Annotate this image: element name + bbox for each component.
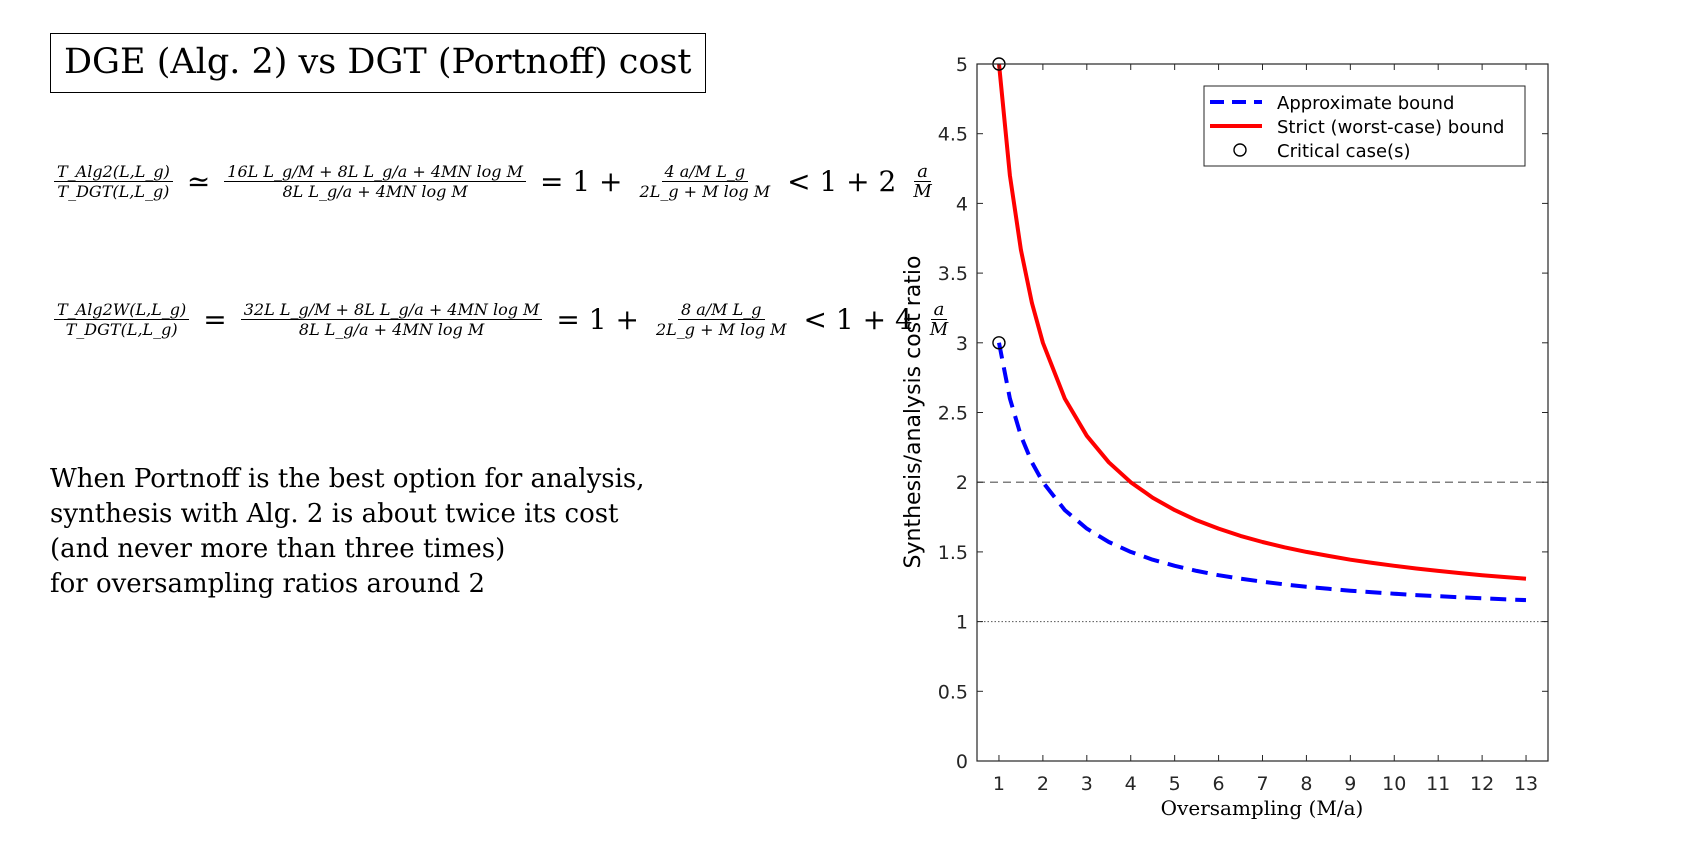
x-tick-label: 8	[1300, 773, 1312, 795]
x-tick-label: 4	[1125, 773, 1137, 795]
equation-alg2w: T_Alg2W(L,L_g) T_DGT(L,L_g) = 32L L_g/M …	[50, 300, 955, 339]
reference-lines	[977, 481, 1548, 623]
eq2-relation-equals: = 1 +	[556, 303, 639, 336]
eq2-middle-numerator: 32L L_g/M + 8L L_g/a + 4MN log M	[240, 300, 543, 320]
description-line: for oversampling ratios around 2	[50, 569, 486, 599]
x-tick-label: 13	[1514, 773, 1538, 795]
x-tick-label: 5	[1169, 773, 1181, 795]
x-tick-label: 11	[1426, 773, 1450, 795]
eq2-bound-fraction: a M	[927, 300, 951, 339]
description-line: When Portnoff is the best option for ana…	[50, 464, 645, 494]
series-line-strict	[997, 63, 1527, 581]
eq1-rhs-numerator: 4 a/M L_g	[661, 162, 749, 182]
eq2-lhs-numerator: T_Alg2W(L,L_g)	[54, 300, 190, 320]
y-tick-label: 4.5	[938, 124, 968, 146]
eq2-relation-less: < 1 + 4	[803, 303, 913, 336]
x-axis-label: Oversampling (M/a)	[1161, 796, 1364, 820]
y-tick-label: 3.5	[938, 263, 968, 285]
x-tick-label: 1	[993, 773, 1005, 795]
eq2-bound-denominator: M	[929, 319, 949, 340]
eq1-relation-less: < 1 + 2	[787, 165, 897, 198]
legend: Approximate bound Strict (worst-case) bo…	[1203, 85, 1526, 167]
axis-ticks	[977, 63, 1548, 762]
x-tick-label: 12	[1470, 773, 1494, 795]
x-tick-label: 6	[1213, 773, 1225, 795]
y-tick-label: 2	[956, 472, 968, 494]
x-tick-label: 10	[1382, 773, 1406, 795]
eq2-relation-equals-first: =	[203, 303, 227, 336]
eq2-middle-denominator: 8L L_g/a + 4MN log M	[298, 320, 485, 339]
y-tick-label: 4	[956, 193, 968, 215]
eq1-lhs-numerator: T_Alg2(L,L_g)	[54, 162, 173, 182]
plot-frame	[976, 63, 1549, 762]
y-tick-label: 1.5	[938, 542, 968, 564]
eq1-bound-fraction: a M	[910, 162, 934, 201]
eq2-rhs-fraction: 8 a/M L_g 2L_g + M log M	[653, 300, 790, 339]
y-tick-label: 5	[956, 54, 968, 76]
eq1-bound-denominator: M	[913, 181, 932, 202]
eq2-middle-fraction: 32L L_g/M + 8L L_g/a + 4MN log M 8L L_g/…	[240, 300, 543, 339]
legend-label-critical: Critical case(s)	[1277, 141, 1410, 162]
x-tick-label: 3	[1081, 773, 1093, 795]
eq1-lhs-denominator: T_DGT(L,L_g)	[57, 182, 170, 201]
eq2-bound-numerator: a	[930, 300, 948, 320]
legend-label-approximate: Approximate bound	[1277, 93, 1454, 114]
description-text: When Portnoff is the best option for ana…	[50, 462, 645, 602]
eq1-bound-numerator: a	[914, 162, 931, 182]
legend-label-strict: Strict (worst-case) bound	[1277, 117, 1504, 138]
eq1-rhs-denominator: 2L_g + M log M	[639, 182, 771, 201]
eq2-lhs-fraction: T_Alg2W(L,L_g) T_DGT(L,L_g)	[54, 300, 190, 339]
legend-marker-critical	[1233, 143, 1247, 157]
y-tick-label: 2.5	[938, 403, 968, 425]
series-lines	[997, 63, 1527, 603]
eq1-relation-approx: ≃	[186, 165, 211, 198]
equation-alg2: T_Alg2(L,L_g) T_DGT(L,L_g) ≃ 16L L_g/M +…	[50, 162, 939, 201]
eq2-rhs-numerator: 8 a/M L_g	[677, 300, 765, 320]
x-tick-label: 7	[1256, 773, 1268, 795]
eq2-lhs-denominator: T_DGT(L,L_g)	[65, 320, 178, 339]
y-tick-label: 0.5	[938, 681, 968, 703]
eq1-lhs-fraction: T_Alg2(L,L_g) T_DGT(L,L_g)	[54, 162, 173, 201]
y-tick-label: 0	[956, 751, 968, 773]
eq1-middle-fraction: 16L L_g/M + 8L L_g/a + 4MN log M 8L L_g/…	[224, 162, 526, 201]
y-tick-label: 3	[956, 333, 968, 355]
critical-case-marker	[992, 336, 1006, 350]
description-line: (and never more than three times)	[50, 534, 506, 564]
page-title: DGE (Alg. 2) vs DGT (Portnoff) cost	[50, 33, 706, 93]
series-line-approximate	[997, 342, 1527, 603]
x-tick-label: 2	[1037, 773, 1049, 795]
description-line: synthesis with Alg. 2 is about twice its…	[50, 499, 619, 529]
eq1-rhs-fraction: 4 a/M L_g 2L_g + M log M	[637, 162, 774, 201]
eq1-middle-numerator: 16L L_g/M + 8L L_g/a + 4MN log M	[224, 162, 526, 182]
x-tick-label: 9	[1344, 773, 1356, 795]
eq1-middle-denominator: 8L L_g/a + 4MN log M	[282, 182, 468, 201]
eq2-rhs-denominator: 2L_g + M log M	[655, 320, 787, 339]
y-tick-label: 1	[956, 612, 968, 634]
y-axis-label: Synthesis/analysis cost ratio	[901, 256, 926, 569]
eq1-relation-equals: = 1 +	[539, 165, 623, 198]
